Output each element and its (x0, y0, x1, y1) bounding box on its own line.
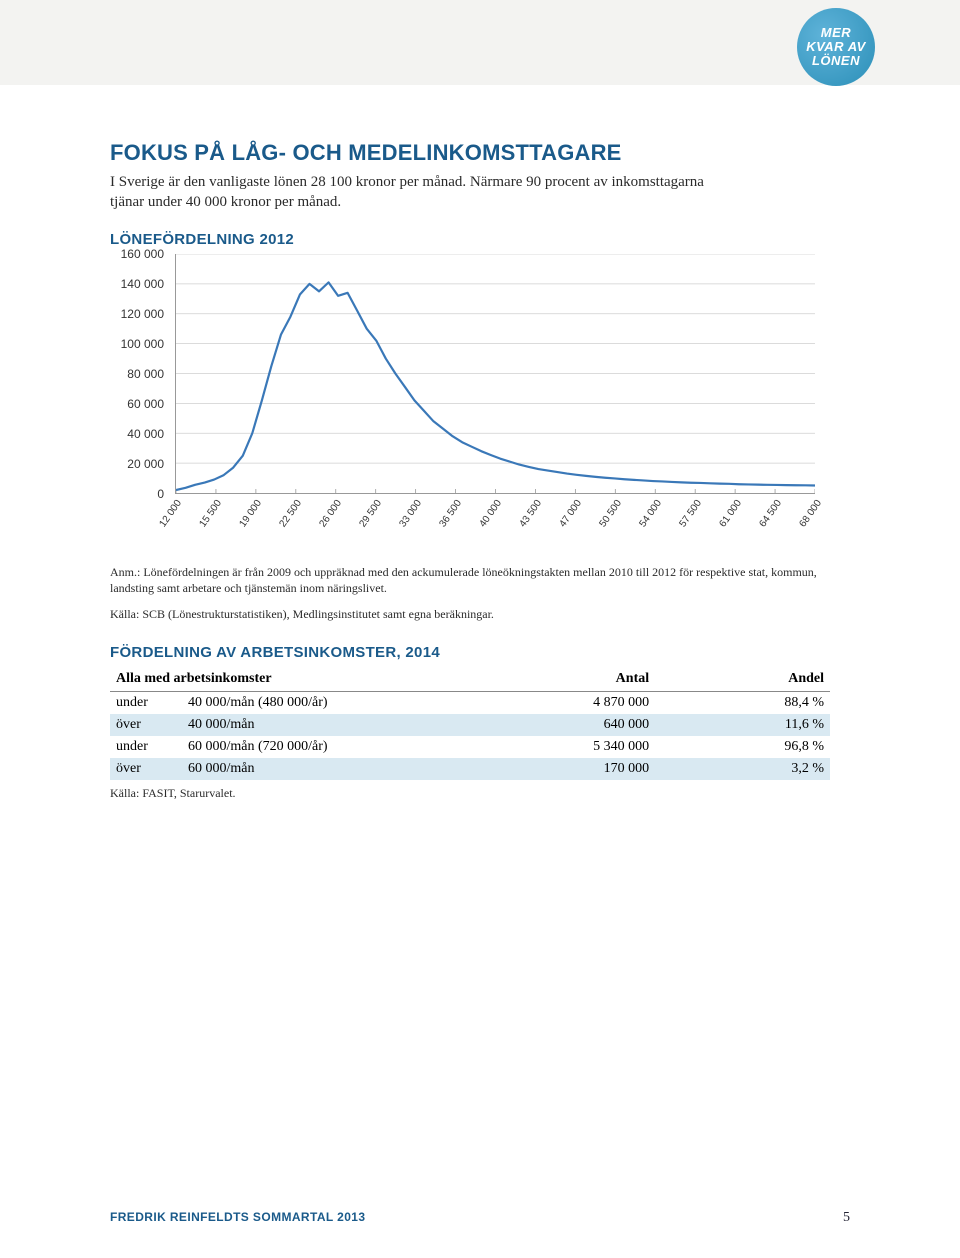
row-andel: 88,4 % (655, 692, 830, 715)
x-tick-label: 15 500 (197, 498, 224, 529)
chart-x-axis: 12 00015 50019 00022 50026 00029 50033 0… (175, 494, 815, 534)
table-header-antal: Antal (480, 667, 655, 692)
y-tick-label: 100 000 (121, 337, 164, 351)
y-tick-label: 40 000 (127, 427, 164, 441)
row-antal: 5 340 000 (480, 736, 655, 758)
table-row: under60 000/mån (720 000/år)5 340 00096,… (110, 736, 830, 758)
badge-circle: MER KVAR AV LÖNEN (797, 8, 875, 86)
row-andel: 11,6 % (655, 714, 830, 736)
chart-source: Källa: SCB (Lönestrukturstatistiken), Me… (110, 607, 850, 622)
x-tick-label: 19 000 (237, 498, 264, 529)
x-tick-label: 61 000 (717, 498, 744, 529)
x-tick-label: 40 000 (477, 498, 504, 529)
x-tick-label: 43 500 (517, 498, 544, 529)
row-label: över (110, 758, 182, 780)
table-row: över60 000/mån170 0003,2 % (110, 758, 830, 780)
y-tick-label: 140 000 (121, 277, 164, 291)
y-tick-label: 20 000 (127, 457, 164, 471)
row-label: över (110, 714, 182, 736)
row-desc: 60 000/mån (720 000/år) (182, 736, 480, 758)
x-tick-label: 12 000 (157, 498, 184, 529)
row-desc: 40 000/mån (182, 714, 480, 736)
x-tick-label: 36 500 (437, 498, 464, 529)
table-source: Källa: FASIT, Starurvalet. (110, 786, 850, 801)
y-tick-label: 0 (157, 487, 164, 501)
table-title: FÖRDELNING AV ARBETSINKOMSTER, 2014 (110, 644, 850, 661)
badge-text: MER KVAR AV LÖNEN (806, 26, 866, 69)
y-tick-label: 120 000 (121, 307, 164, 321)
chart-title: LÖNEFÖRDELNING 2012 (110, 231, 850, 248)
x-tick-label: 57 500 (677, 498, 704, 529)
income-table: Alla med arbetsinkomster Antal Andel und… (110, 667, 830, 780)
table-row: under40 000/mån (480 000/år)4 870 00088,… (110, 692, 830, 715)
main-heading: FOKUS PÅ LÅG- OCH MEDELINKOMSTTAGARE (110, 140, 850, 166)
page-number: 5 (843, 1210, 850, 1226)
x-tick-label: 26 000 (317, 498, 344, 529)
x-tick-label: 33 000 (397, 498, 424, 529)
footer-title: FREDRIK REINFELDTS SOMMARTAL 2013 (110, 1210, 365, 1224)
table-header-andel: Andel (655, 667, 830, 692)
row-label: under (110, 736, 182, 758)
table-header-row: Alla med arbetsinkomster Antal Andel (110, 667, 830, 692)
header-band: MER KVAR AV LÖNEN (0, 0, 960, 85)
row-antal: 640 000 (480, 714, 655, 736)
row-desc: 60 000/mån (182, 758, 480, 780)
y-tick-label: 60 000 (127, 397, 164, 411)
x-tick-label: 47 000 (557, 498, 584, 529)
chart-container: 0 20 000 40 000 60 000 80 000 100 000 120 000 1… (110, 254, 830, 534)
chart-footnote: Anm.: Lönefördelningen är från 2009 och … (110, 564, 830, 598)
chart-y-axis: 020 00040 00060 00080 000100 000120 0001… (110, 254, 170, 494)
row-label: under (110, 692, 182, 715)
table-header-label: Alla med arbetsinkomster (110, 667, 480, 692)
row-desc: 40 000/mån (480 000/år) (182, 692, 480, 715)
x-tick-label: 54 000 (637, 498, 664, 529)
x-tick-label: 64 500 (757, 498, 784, 529)
x-tick-label: 50 500 (597, 498, 624, 529)
chart-plot (175, 254, 815, 494)
y-tick-label: 80 000 (127, 367, 164, 381)
x-tick-label: 22 500 (277, 498, 304, 529)
row-antal: 4 870 000 (480, 692, 655, 715)
row-andel: 3,2 % (655, 758, 830, 780)
row-andel: 96,8 % (655, 736, 830, 758)
intro-paragraph: I Sverige är den vanligaste lönen 28 100… (110, 172, 720, 213)
x-tick-label: 29 500 (357, 498, 384, 529)
y-tick-label: 160 000 (121, 247, 164, 261)
page-content: FOKUS PÅ LÅG- OCH MEDELINKOMSTTAGARE I S… (0, 85, 960, 801)
table-row: över40 000/mån640 00011,6 % (110, 714, 830, 736)
page-footer: FREDRIK REINFELDTS SOMMARTAL 2013 5 (110, 1210, 850, 1226)
row-antal: 170 000 (480, 758, 655, 780)
x-tick-label: 68 000 (797, 498, 824, 529)
